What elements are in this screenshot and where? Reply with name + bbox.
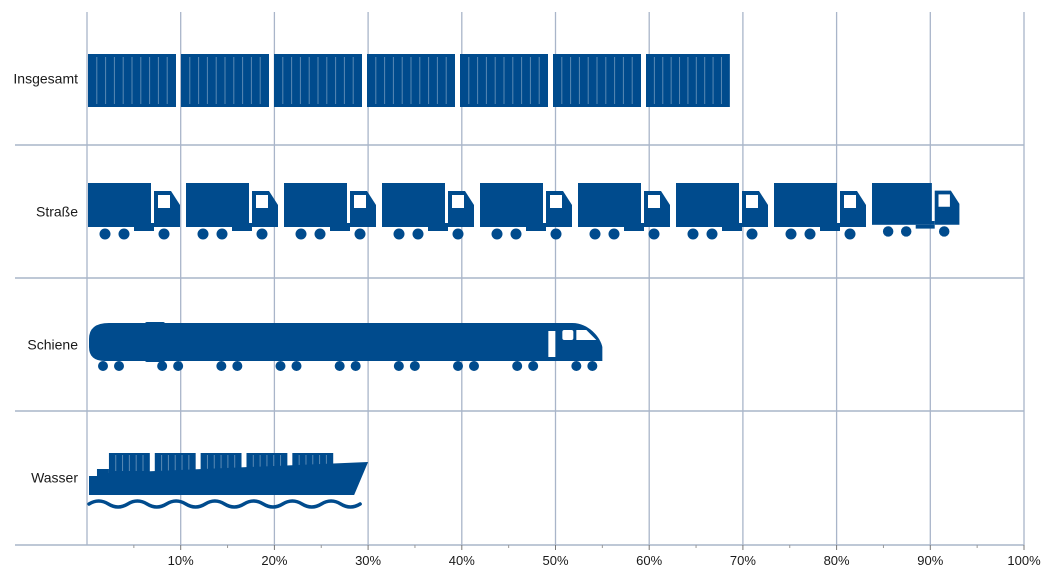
x-tick-label: 70%: [730, 553, 756, 568]
x-tick-label: 10%: [168, 553, 194, 568]
x-tick-label: 50%: [542, 553, 568, 568]
bars: [87, 54, 960, 509]
category-label: Insgesamt: [13, 71, 78, 87]
bar-train: [89, 322, 603, 371]
x-tick-label: 40%: [449, 553, 475, 568]
category-labels: Insgesamt Straße Schiene Wasser: [13, 71, 78, 486]
category-label: Wasser: [31, 470, 78, 486]
x-tick-label: 100%: [1007, 553, 1041, 568]
x-tick-label: 60%: [636, 553, 662, 568]
x-tick-label: 20%: [261, 553, 287, 568]
x-tick-label: 80%: [824, 553, 850, 568]
bar-truck: [88, 183, 960, 240]
category-label: Straße: [36, 204, 78, 220]
x-axis-ticks: 10% 20% 30% 40% 50% 60% 70% 80% 90% 100%: [133, 545, 1041, 568]
x-tick-label: 30%: [355, 553, 381, 568]
bar-ship: [87, 453, 369, 509]
x-tick-label: 90%: [917, 553, 943, 568]
category-label: Schiene: [27, 337, 78, 353]
bar-container: [88, 54, 730, 107]
